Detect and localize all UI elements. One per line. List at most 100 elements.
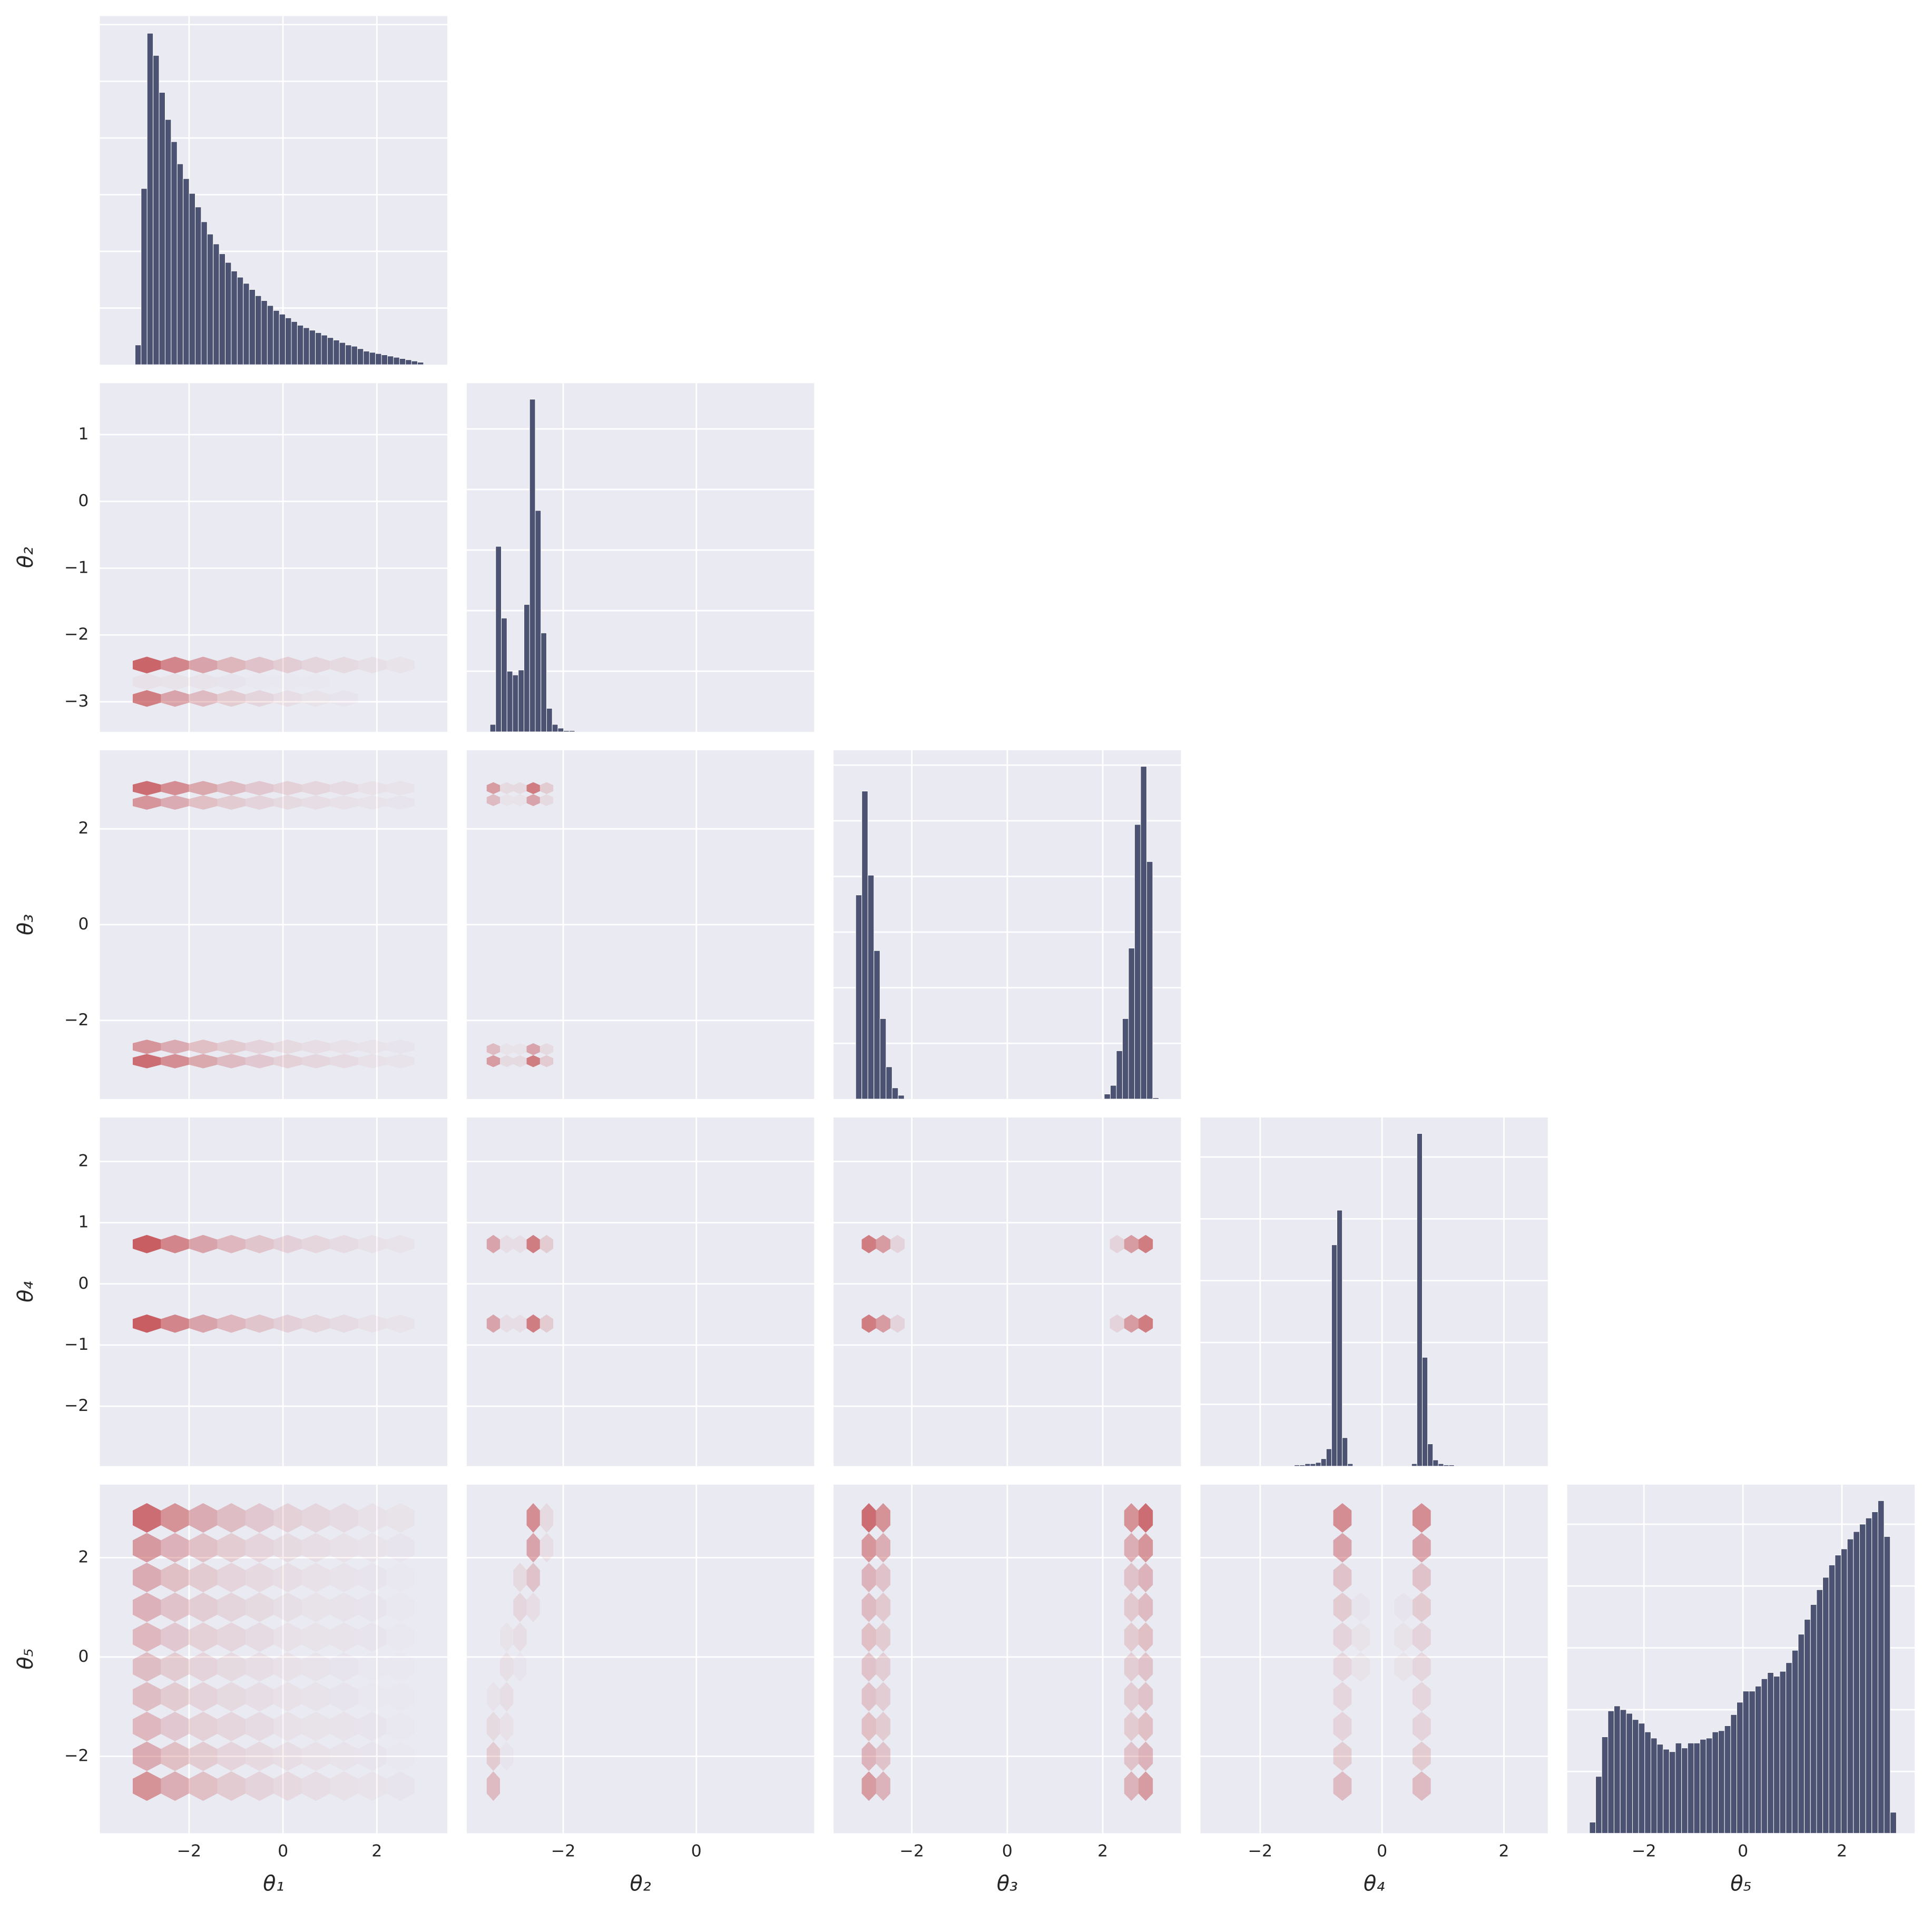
hex-cell: [1138, 1533, 1153, 1563]
histogram-bar: [243, 283, 250, 365]
hex-cell: [330, 1234, 358, 1253]
hex-cell: [1124, 1711, 1139, 1742]
hex-cell: [486, 1771, 501, 1801]
hex-cell: [358, 1234, 387, 1253]
histogram-bar: [327, 337, 334, 365]
histogram-bar: [1411, 1463, 1417, 1466]
y-tick-label: 1: [78, 425, 89, 444]
y-tick-label: 1: [78, 1213, 89, 1232]
hex-cell: [1413, 1563, 1431, 1593]
hex-cell: [189, 1741, 218, 1771]
hex-cell: [245, 1682, 274, 1712]
hex-cell: [161, 795, 189, 810]
hex-cell: [132, 1533, 161, 1563]
histogram-bar: [134, 345, 142, 365]
hex-cell: [386, 1314, 415, 1333]
histogram-bar: [1342, 1437, 1348, 1466]
hex-cell: [540, 782, 554, 795]
histogram-bar: [1767, 1672, 1774, 1833]
hex-cell: [217, 1054, 246, 1068]
hex-cell: [132, 1592, 161, 1622]
y-tick-label: −2: [64, 625, 89, 644]
x-tick-label: 2: [1097, 1842, 1108, 1861]
histogram-bar: [225, 262, 232, 365]
hex-cell: [330, 1503, 358, 1533]
histogram-bar: [1884, 1536, 1891, 1833]
histogram-bar: [563, 730, 570, 732]
hex-cell: [1124, 1563, 1139, 1593]
y-axis-label: θ₂: [14, 547, 38, 568]
hex-cell: [217, 1711, 246, 1742]
hex-cell: [386, 1054, 415, 1068]
panel: [1200, 1117, 1548, 1466]
histogram-bar: [1859, 1524, 1866, 1833]
hex-cell: [1138, 1711, 1153, 1742]
hex-cell: [540, 1234, 554, 1253]
hex-cell: [161, 1054, 189, 1068]
hex-cell: [217, 656, 246, 674]
hex-cell: [132, 795, 161, 810]
panel-background: [466, 1117, 815, 1466]
histogram-bar: [518, 670, 524, 732]
hex-cell: [526, 1314, 540, 1333]
hex-cell: [161, 1711, 189, 1742]
hex-cell: [861, 1533, 876, 1563]
hex-cell: [161, 1592, 189, 1622]
histogram-bar: [357, 348, 364, 365]
hex-cell: [1124, 1682, 1139, 1712]
hex-cell: [217, 1682, 246, 1712]
histogram-bar: [393, 357, 400, 365]
hex-cell: [301, 1563, 330, 1593]
hex-cell: [189, 1622, 218, 1652]
hex-cell: [132, 1563, 161, 1593]
histogram-bar: [495, 546, 502, 732]
histogram-bar: [1779, 1671, 1787, 1833]
histogram-bar: [1804, 1619, 1811, 1833]
hex-cell: [245, 1622, 274, 1652]
hex-cell: [513, 794, 527, 807]
hex-cell: [330, 1563, 358, 1593]
histogram-bar: [1326, 1448, 1332, 1466]
hex-cell: [1413, 1533, 1431, 1563]
hex-cell: [189, 781, 218, 796]
hex-cell: [876, 1563, 890, 1593]
hex-cell: [132, 1234, 161, 1253]
hex-cell: [189, 1592, 218, 1622]
histogram-bar: [1152, 1097, 1159, 1099]
histogram-bar: [867, 875, 875, 1099]
hex-cell: [330, 1771, 358, 1801]
histogram-bar: [1828, 1564, 1836, 1833]
hex-cell: [217, 795, 246, 810]
x-tick-label: 0: [691, 1842, 702, 1861]
histogram-bar: [1601, 1737, 1609, 1833]
histogram-bar: [1422, 1357, 1428, 1466]
y-tick-label: −3: [64, 692, 89, 711]
y-tick-label: −2: [64, 1747, 89, 1766]
hex-cell: [132, 781, 161, 796]
histogram-bar: [1315, 1462, 1321, 1466]
hex-cell: [486, 1234, 501, 1253]
histogram-bar: [1305, 1463, 1311, 1466]
histogram-bar: [171, 141, 178, 365]
hex-cell: [386, 656, 415, 674]
histogram-bar: [1104, 1094, 1111, 1099]
hex-cell: [245, 1592, 274, 1622]
hex-cell: [217, 1741, 246, 1771]
x-axis-label: θ₃: [997, 1871, 1018, 1896]
hex-cell: [217, 1314, 246, 1333]
histogram-bar: [339, 342, 346, 365]
histogram-bar: [886, 1066, 893, 1099]
y-tick-label: 0: [78, 1274, 89, 1293]
hex-cell: [273, 1711, 302, 1742]
hex-cell: [1124, 1234, 1139, 1253]
hex-cell: [1394, 1622, 1413, 1652]
histogram-bar: [1644, 1731, 1651, 1833]
hex-cell: [1351, 1622, 1370, 1652]
hex-cell: [526, 1533, 540, 1563]
histogram-bar: [1589, 1822, 1596, 1833]
histogram-bar: [231, 270, 238, 365]
hex-cell: [500, 1711, 514, 1742]
hex-cell: [161, 1682, 189, 1712]
histogram-bar: [201, 221, 208, 365]
hex-cell: [1394, 1652, 1413, 1682]
